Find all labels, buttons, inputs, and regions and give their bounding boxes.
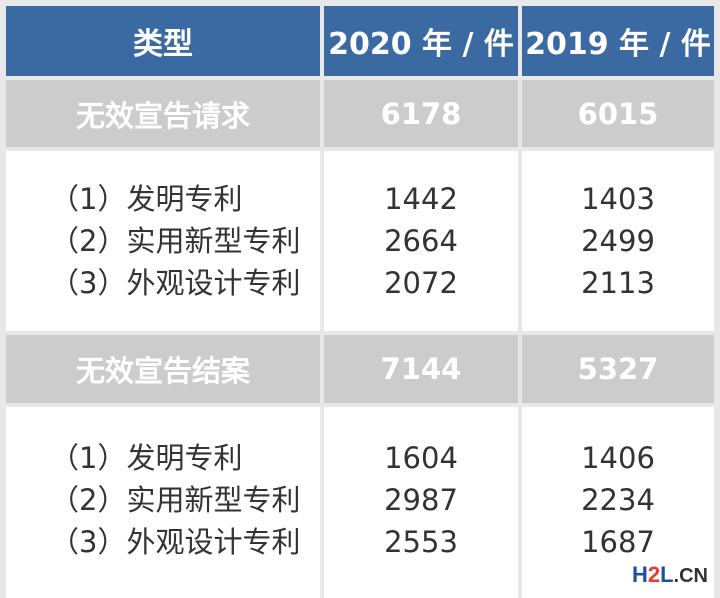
table-row-label: （1）发明专利 (50, 182, 243, 216)
watermark-logo-h: H (631, 562, 648, 587)
header-2020: 2020 年 / 件 (324, 6, 518, 76)
header-2019-label: 2019 年 / 件 (525, 27, 711, 62)
row-divider (0, 147, 720, 151)
section-2-total-2019-value: 5327 (577, 352, 659, 386)
row-divider (0, 403, 720, 407)
row-divider (0, 0, 720, 6)
section-2-total-2019: 5327 (522, 335, 714, 403)
section-1-labels: （1）发明专利 （2）实用新型专利 （3）外观设计专利 (6, 151, 320, 331)
watermark: H2L.CN (632, 562, 708, 588)
table-cell-2019: 1687 (581, 525, 655, 559)
table-cell-2020: 2664 (384, 224, 458, 258)
table-cell-2019: 2113 (581, 266, 655, 300)
table-cell-2020: 1604 (384, 441, 458, 475)
section-2-labels: （1）发明专利 （2）实用新型专利 （3）外观设计专利 (6, 407, 320, 598)
section-2-total-2020: 7144 (324, 335, 518, 403)
table-cell-2020: 2553 (384, 525, 458, 559)
table-cell-2020: 2987 (384, 483, 458, 517)
section-2-title: 无效宣告结案 (6, 335, 320, 403)
table-row-label: （3）外观设计专利 (50, 525, 301, 559)
watermark-logo-cn: .CN (673, 565, 708, 587)
header-2020-label: 2020 年 / 件 (328, 27, 514, 62)
row-divider (0, 76, 720, 80)
section-2-values-2020: 1604 2987 2553 (324, 407, 518, 598)
watermark-logo: H2L.CN (632, 562, 708, 588)
table-row-label: （1）发明专利 (50, 441, 243, 475)
header-type: 类型 (6, 6, 320, 76)
row-divider (0, 331, 720, 335)
table-cell-2019: 2499 (581, 224, 655, 258)
section-1-total-2019: 6015 (522, 80, 714, 147)
section-1-values-2020: 1442 2664 2072 (324, 151, 518, 331)
section-2-total-2020-value: 7144 (380, 352, 462, 386)
section-2-values-2019: 1406 2234 1687 (522, 407, 714, 598)
watermark-logo-l: L (660, 562, 674, 587)
section-2-title-label: 无效宣告结案 (75, 354, 250, 388)
section-1-values-2019: 1403 2499 2113 (522, 151, 714, 331)
table-cell-2020: 2072 (384, 266, 458, 300)
header-type-label: 类型 (133, 27, 193, 62)
section-1-total-2020: 6178 (324, 80, 518, 147)
section-1-title: 无效宣告请求 (6, 80, 320, 147)
table-cell-2019: 1403 (581, 182, 655, 216)
table-row-label: （2）实用新型专利 (50, 483, 301, 517)
header-2019: 2019 年 / 件 (522, 6, 714, 76)
table-row-label: （2）实用新型专利 (50, 224, 301, 258)
column-divider (518, 0, 522, 598)
watermark-logo-2: 2 (647, 562, 661, 587)
section-1-total-2020-value: 6178 (380, 96, 462, 131)
table-cell-2020: 1442 (384, 182, 458, 216)
table-cell-2019: 1406 (581, 441, 655, 475)
column-divider (320, 0, 324, 598)
table-row-label: （3）外观设计专利 (50, 266, 301, 300)
section-1-title-label: 无效宣告请求 (75, 98, 250, 133)
section-1-total-2019-value: 6015 (577, 96, 659, 131)
table-cell-2019: 2234 (581, 483, 655, 517)
